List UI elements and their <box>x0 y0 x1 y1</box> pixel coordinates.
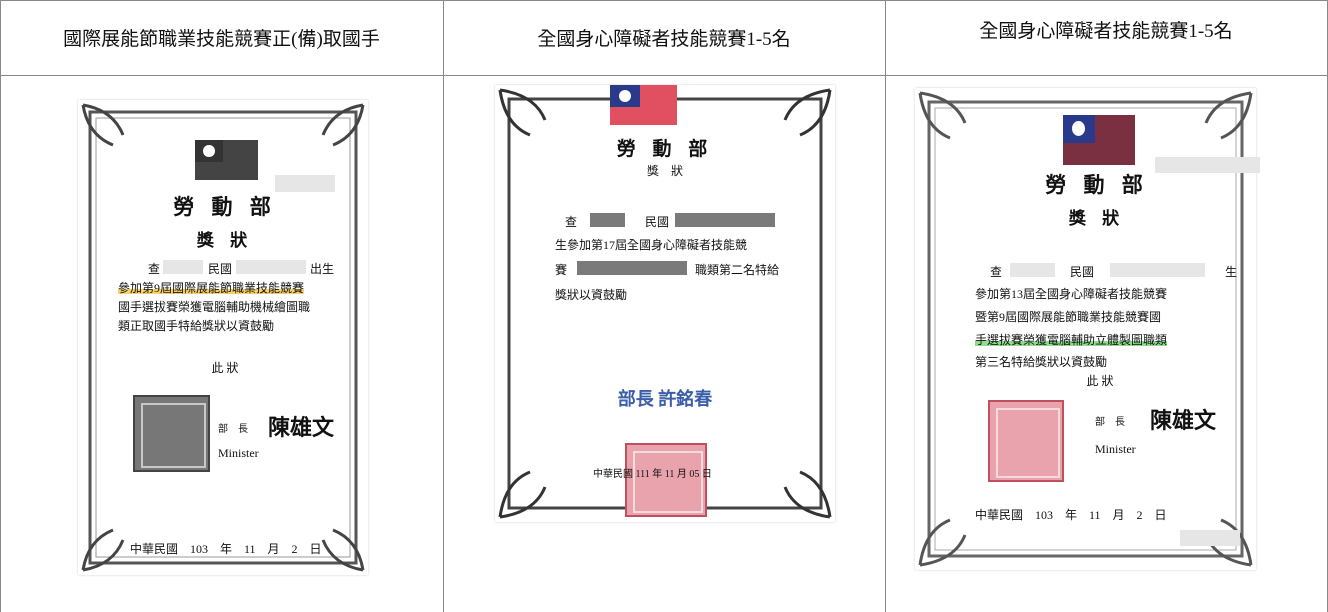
date: 中華民國 103 年 11 月 2 日 <box>975 508 1167 522</box>
decoration <box>236 260 306 274</box>
text: 第三名特給獎狀以資鼓勵 <box>975 355 1108 369</box>
text: 此 狀 <box>211 361 239 375</box>
text: 生 <box>1225 265 1238 279</box>
header-cell: 全國身心障礙者技能競賽1-5名 <box>979 21 1233 42</box>
certificate-image: 勞 動 部 獎 狀 查 民國 出生 參加第9屆國際展能節職業技能競賽 國手選拔賽… <box>78 100 368 575</box>
text: 部 長 <box>218 424 248 435</box>
certificate-image: 勞 動 部 獎 狀 查 民國 生參加第17屆全國身心障礙者技能競 賽 職類第二名… <box>495 85 835 522</box>
decoration <box>275 175 335 192</box>
text: 民國 <box>645 215 670 229</box>
text: 出生 <box>310 262 335 276</box>
decoration <box>140 402 207 469</box>
decoration <box>625 443 707 517</box>
text: 暨第9屆國際展能節職業技能競賽國 <box>975 310 1162 324</box>
decoration <box>1010 263 1055 277</box>
text: Minister <box>218 446 259 460</box>
decoration <box>590 213 625 227</box>
decoration <box>133 395 210 472</box>
text: 民國 <box>208 262 233 276</box>
decoration <box>610 85 677 125</box>
text: 參加第13屆全國身心障礙者技能競賽 <box>975 287 1168 301</box>
decoration <box>633 450 703 514</box>
ministry: 勞 動 部 <box>1045 173 1149 197</box>
decoration <box>163 260 203 274</box>
decoration <box>203 144 215 157</box>
text: 類正取國手特給獎狀以資鼓勵 <box>118 319 275 333</box>
decoration <box>988 400 1064 482</box>
decoration <box>195 140 258 180</box>
border <box>0 0 1 612</box>
header-cell: 國際展能節職業技能競賽正(備)取國手 <box>63 29 380 50</box>
decoration <box>1110 263 1205 277</box>
text: 查 <box>990 265 1003 279</box>
frame <box>918 91 1253 567</box>
minister: 陳雄文 <box>1150 408 1217 433</box>
minister: 陳雄文 <box>268 415 335 440</box>
decoration <box>1063 115 1135 165</box>
award: 獎 狀 <box>646 164 684 178</box>
decoration <box>1180 530 1240 546</box>
decoration <box>675 213 775 227</box>
minister: 部長 許銘春 <box>617 389 713 409</box>
text: 部 長 <box>1095 417 1125 428</box>
decoration <box>995 408 1061 478</box>
ministry: 勞 動 部 <box>173 195 277 219</box>
text: 查 <box>148 262 161 276</box>
text: 參加第9屆國際展能節職業技能競賽 <box>118 281 305 295</box>
award: 獎 狀 <box>1068 209 1126 228</box>
text: 手選拔賽榮獲電腦輔助立體製圖職類 <box>975 333 1168 347</box>
decoration <box>1155 157 1260 173</box>
header-cell: 全國身心障礙者技能競賽1-5名 <box>537 29 791 50</box>
certificate-image: 勞 動 部 獎 狀 查 民國 生 參加第13屆全國身心障礙者技能競賽 暨第9屆國… <box>915 88 1260 570</box>
text: 獎狀以資鼓勵 <box>555 288 628 302</box>
border <box>443 0 444 612</box>
decoration <box>1072 121 1086 136</box>
text: Minister <box>1095 442 1136 456</box>
text: 國手選拔賽榮獲電腦輔助機械繪圖職 <box>118 300 311 314</box>
border <box>885 0 886 612</box>
text: 民國 <box>1070 265 1095 279</box>
date: 中華民國 103 年 11 月 2 日 <box>130 542 322 556</box>
date: 中華民國 111 年 11 月 05 日 <box>593 469 712 480</box>
text: 此 狀 <box>1086 374 1114 388</box>
text: 查 <box>565 215 578 229</box>
text: 生參加第17屆全國身心障礙者技能競 <box>555 238 748 252</box>
frame <box>81 103 365 572</box>
decoration <box>577 261 687 275</box>
decoration <box>618 89 631 102</box>
text: 職類第二名特給 <box>695 263 780 277</box>
ministry: 勞 動 部 <box>616 139 714 160</box>
text: 賽 <box>555 263 568 277</box>
award: 獎 狀 <box>196 231 254 250</box>
border <box>0 75 1328 76</box>
border <box>0 0 1328 1</box>
